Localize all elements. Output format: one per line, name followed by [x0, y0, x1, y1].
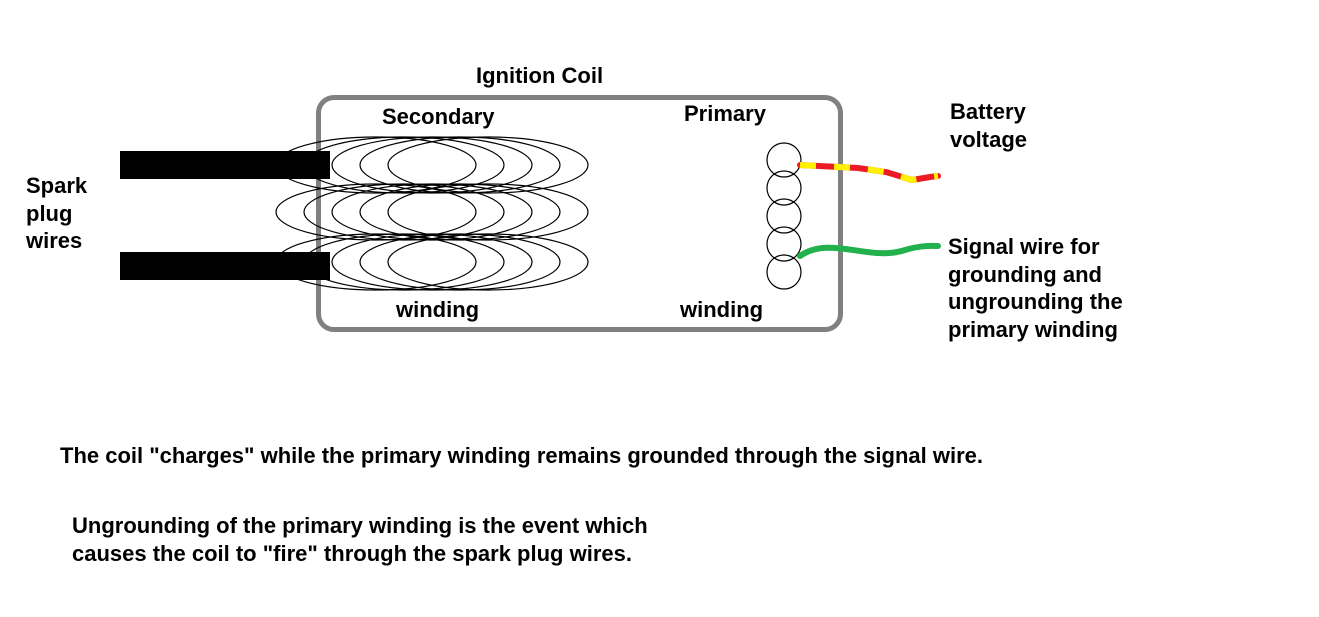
secondary-label-bottom: winding [396, 296, 479, 324]
spark-plug-wire-bottom [120, 252, 330, 280]
primary-label-bottom: winding [680, 296, 763, 324]
title-label: Ignition Coil [476, 62, 603, 90]
signal-wire-label: Signal wire for grounding and ungroundin… [948, 233, 1123, 343]
spark-plug-wire-top [120, 151, 330, 179]
primary-label-top: Primary [684, 100, 766, 128]
secondary-label-top: Secondary [382, 103, 495, 131]
caption-charges: The coil "charges" while the primary win… [60, 442, 983, 470]
battery-voltage-label: Battery voltage [950, 98, 1027, 153]
spark-plug-label: Spark plug wires [26, 172, 87, 255]
diagram-canvas: Ignition Coil Secondary winding Primary … [0, 0, 1319, 617]
caption-ungrounding: Ungrounding of the primary winding is th… [72, 512, 648, 567]
